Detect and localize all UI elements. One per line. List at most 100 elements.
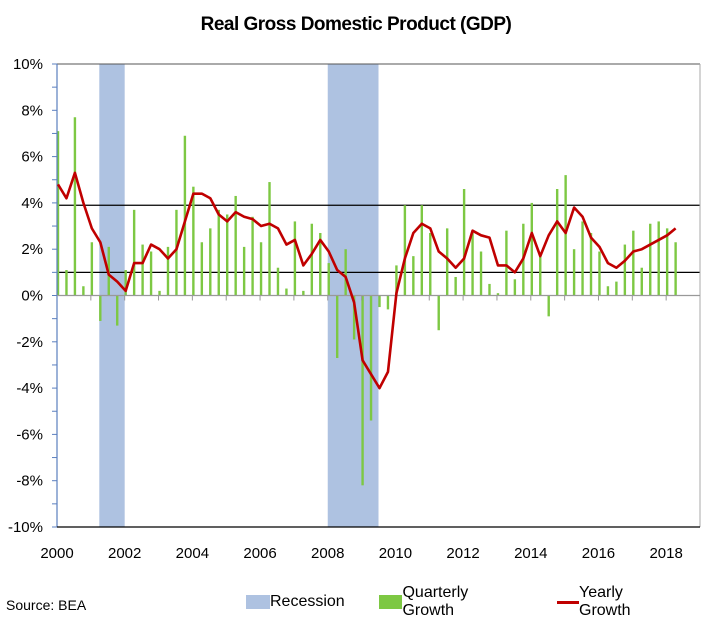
y-tick-label: 8% <box>21 102 43 119</box>
quarterly-bar <box>335 295 339 359</box>
quarterly-bar <box>649 223 652 296</box>
quarterly-bar <box>302 290 305 296</box>
quarterly-bar <box>361 295 364 486</box>
quarterly-bar <box>158 290 161 296</box>
yearly-swatch <box>557 600 579 604</box>
y-tick-label: 10% <box>13 56 43 73</box>
quarterly-bar <box>268 182 271 296</box>
quarterly-bar <box>640 267 643 296</box>
quarterly-bar <box>589 232 593 296</box>
quarterly-bar <box>555 189 559 296</box>
x-tick-label: 2012 <box>446 545 479 562</box>
y-tick-label: 4% <box>21 195 43 212</box>
quarterly-bar <box>99 295 102 321</box>
quarterly-bar <box>496 293 500 296</box>
y-tick-labels: 10% 8% 6% 4% 2% 0% -2% -4% -6% -8% -10% <box>8 56 43 536</box>
x-tick-label: 2016 <box>582 545 615 562</box>
y-tick-label: -2% <box>16 334 43 351</box>
quarterly-bar <box>65 270 68 296</box>
quarterly-bar <box>369 295 373 421</box>
quarterly-bar <box>319 232 322 296</box>
quarterly-bar <box>657 221 660 296</box>
quarterly-bar <box>166 246 170 296</box>
quarterly-bar <box>454 276 457 296</box>
quarterly-bar <box>547 295 550 317</box>
quarterly-bar <box>479 251 483 296</box>
quarterly-bar <box>539 256 542 296</box>
y-tick-label: -8% <box>16 473 43 490</box>
legend-item-yearly: Yearly Growth <box>557 584 678 620</box>
quarterly-bar <box>598 251 601 296</box>
quarterly-bar <box>665 228 669 296</box>
y-tick-label: 0% <box>21 288 43 305</box>
quarterly-bar <box>116 295 119 326</box>
quarterly-bar <box>412 256 415 296</box>
quarterly-bar <box>293 221 297 296</box>
source-note: Source: BEA <box>6 597 87 613</box>
quarterly-bar <box>429 232 432 296</box>
quarterly-bar <box>132 209 136 296</box>
quarterly-bar <box>530 202 533 296</box>
x-tick-label: 2006 <box>243 545 276 562</box>
quarterly-bar <box>445 228 449 296</box>
quarterly-bar <box>606 286 610 296</box>
quarterly-bar <box>674 242 677 296</box>
quarterly-bar <box>437 295 440 331</box>
legend-label-recession: Recession <box>270 593 345 610</box>
x-tick-label: 2008 <box>311 545 344 562</box>
legend-item-quarterly: Quarterly Growth <box>378 584 524 620</box>
x-tick-label: 2000 <box>40 545 73 562</box>
legend: Recession Quarterly Growth Yearly Growth <box>246 584 712 620</box>
y-tick-label: -10% <box>8 519 43 536</box>
quarterly-bar <box>234 195 237 296</box>
quarterly-bar <box>285 288 288 296</box>
yearly-growth-line <box>56 171 677 390</box>
quarterly-bar <box>149 251 153 296</box>
quarterly-bar <box>378 295 381 308</box>
quarterly-bar <box>327 263 330 296</box>
quarterly-bar <box>192 186 195 296</box>
quarterly-bar <box>395 265 398 296</box>
quarterly-bar <box>623 244 627 296</box>
quarterly-bar <box>632 230 635 296</box>
quarterly-bar <box>251 216 254 296</box>
quarterly-bar <box>259 242 263 296</box>
y-tick-label: -6% <box>16 426 43 443</box>
recession-swatch <box>246 595 270 609</box>
quarterly-bar <box>209 228 212 296</box>
quarterly-bar <box>462 189 466 296</box>
legend-item-recession: Recession <box>246 593 345 611</box>
quarterly-bar <box>615 281 618 296</box>
quarterly-bar <box>200 242 204 296</box>
quarterly-bar <box>488 283 491 296</box>
quarterly-bar <box>276 267 280 296</box>
quarterly-bar <box>226 214 229 296</box>
y-tick-label: -4% <box>16 380 43 397</box>
quarterly-bar <box>505 230 508 296</box>
quarterly-bar <box>471 232 474 296</box>
quarterly-bar <box>183 135 187 296</box>
quarterly-bar <box>73 117 77 296</box>
quarterly-bar <box>82 286 85 296</box>
quarterly-bar <box>572 249 576 296</box>
quarterly-bar <box>344 249 347 296</box>
quarterly-bar <box>90 242 94 296</box>
chart-title: Real Gross Domestic Product (GDP) <box>200 14 512 35</box>
quarterly-bar <box>403 205 407 296</box>
quarterly-bar <box>217 209 220 296</box>
quarterly-bar <box>175 209 178 296</box>
quarterly-bar <box>581 221 584 296</box>
quarterly-bar <box>56 131 60 296</box>
x-tick-label: 2004 <box>176 545 209 562</box>
quarterly-bar <box>352 295 356 340</box>
quarterly-bar <box>513 279 517 296</box>
quarterly-bar <box>124 270 127 296</box>
x-tick-labels: 2000 2002 2004 2006 2008 2010 2012 2014 2016 2018 <box>40 545 683 562</box>
legend-label-yearly: Yearly Growth <box>579 584 631 619</box>
y-tick-label: 6% <box>21 149 43 166</box>
quarterly-bar <box>386 295 390 310</box>
axes <box>52 63 700 528</box>
x-tick-label: 2010 <box>379 545 412 562</box>
yearly-growth-path <box>56 171 677 390</box>
